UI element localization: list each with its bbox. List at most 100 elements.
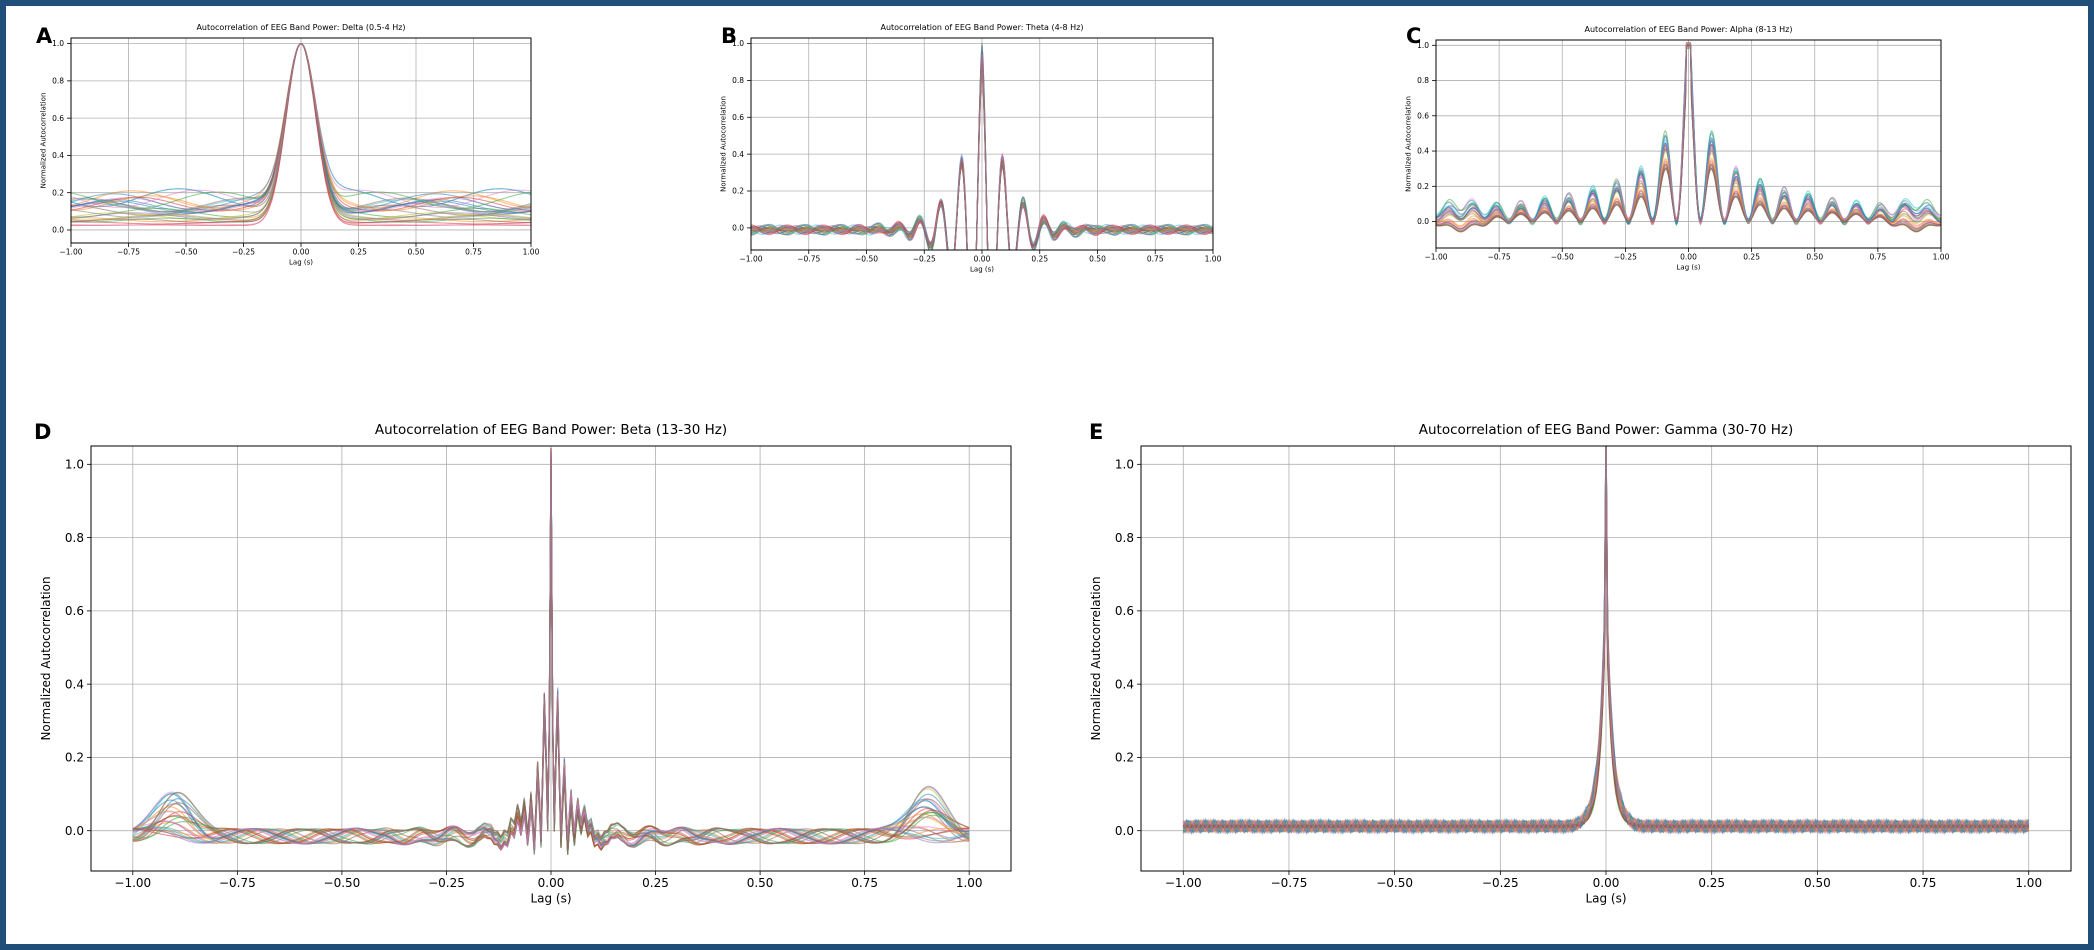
x-tick-label: 0.50 <box>747 876 774 890</box>
series-group <box>1182 446 2030 836</box>
x-tick-label: 0.75 <box>1870 253 1887 262</box>
y-axis-label: Normalized Autocorrelation <box>720 96 728 192</box>
y-tick-label: 0.4 <box>52 151 64 160</box>
x-tick-label: 0.00 <box>1680 253 1697 262</box>
y-axis-label: Normalized Autocorrelation <box>40 93 48 189</box>
x-tick-label: 0.25 <box>1698 876 1725 890</box>
series-group <box>751 42 1213 250</box>
series-line <box>1436 42 1941 225</box>
panel-letter: C <box>1406 24 1422 48</box>
series-line <box>1182 446 2030 831</box>
plot-area-border <box>70 37 532 244</box>
y-tick-label: 0.2 <box>65 751 84 765</box>
y-axis-label: Normalized Autocorrelation <box>39 576 53 740</box>
y-tick-label: 0.8 <box>65 531 84 545</box>
y-tick-label: 0.2 <box>1417 182 1429 191</box>
x-tick-label: −0.50 <box>175 248 198 257</box>
alpha-autocorrelation-chart: Autocorrelation of EEG Band Power: Alpha… <box>1405 25 1950 271</box>
gamma-autocorrelation-chart: Autocorrelation of EEG Band Power: Gamma… <box>1089 422 2072 906</box>
y-tick-label: 0.6 <box>1115 604 1134 618</box>
x-tick-label: −0.25 <box>913 255 936 264</box>
series-line <box>751 42 1213 250</box>
x-axis-label: Lag (s) <box>1585 892 1626 906</box>
y-tick-label: 0.8 <box>732 76 744 85</box>
plot-area-border <box>750 37 1214 251</box>
series-group <box>132 447 970 855</box>
y-axis-label: Normalized Autocorrelation <box>1405 96 1413 192</box>
chart-title: Autocorrelation of EEG Band Power: Theta… <box>880 23 1083 32</box>
x-tick-label: −0.25 <box>232 248 255 257</box>
y-tick-label: 0.4 <box>65 677 84 691</box>
series-line <box>751 67 1213 250</box>
panel-a: A Autocorrelation of EEG Band Power: Del… <box>26 18 716 358</box>
x-tick-label: −1.00 <box>1165 876 1202 890</box>
x-tick-label: −0.50 <box>1376 876 1413 890</box>
x-tick-label: 0.50 <box>408 248 425 257</box>
chart-title: Autocorrelation of EEG Band Power: Beta … <box>375 422 727 438</box>
x-tick-label: 0.25 <box>350 248 367 257</box>
y-tick-label: 0.2 <box>732 187 744 196</box>
chart-title: Autocorrelation of EEG Band Power: Alpha… <box>1585 25 1793 34</box>
panel-letter: E <box>1089 420 1104 444</box>
y-tick-label: 0.6 <box>1417 111 1429 120</box>
panel-letter: A <box>36 24 53 48</box>
x-tick-label: 0.25 <box>1031 255 1048 264</box>
panel-d: D Autocorrelation of EEG Band Power: Bet… <box>26 416 1066 916</box>
series-line <box>132 447 970 851</box>
y-tick-label: 1.0 <box>1115 458 1134 472</box>
x-tick-label: −0.75 <box>219 876 256 890</box>
y-tick-label: 0.4 <box>732 150 744 159</box>
x-tick-label: −0.25 <box>1614 253 1637 262</box>
y-tick-label: 0.4 <box>1417 147 1429 156</box>
x-tick-label: 0.00 <box>1593 876 1620 890</box>
x-tick-label: 1.00 <box>1933 253 1950 262</box>
plot-area-border <box>1140 445 2072 872</box>
x-tick-label: −1.00 <box>114 876 151 890</box>
y-tick-label: 1.0 <box>65 458 84 472</box>
x-tick-label: −0.75 <box>797 255 820 264</box>
panel-letter: D <box>34 420 52 444</box>
panel-letter: B <box>721 24 738 48</box>
series-line <box>132 459 970 855</box>
x-tick-label: −0.25 <box>428 876 465 890</box>
panel-c: C Autocorrelation of EEG Band Power: Alp… <box>1396 18 2086 358</box>
y-tick-label: 1.0 <box>52 39 64 48</box>
y-tick-label: 0.0 <box>1115 824 1134 838</box>
x-tick-label: −0.50 <box>855 255 878 264</box>
x-tick-label: −0.75 <box>117 248 140 257</box>
x-tick-label: 1.00 <box>956 876 983 890</box>
y-tick-label: 0.8 <box>52 76 64 85</box>
x-tick-label: 0.75 <box>1147 255 1164 264</box>
plot-area-border <box>90 445 1012 872</box>
y-tick-label: 0.4 <box>1115 677 1134 691</box>
chart-title: Autocorrelation of EEG Band Power: Gamma… <box>1419 422 1793 438</box>
x-tick-label: −1.00 <box>1425 253 1448 262</box>
x-tick-label: 0.50 <box>1089 255 1106 264</box>
series-line <box>1182 446 2029 835</box>
series-line <box>71 43 531 222</box>
y-tick-label: 0.6 <box>65 604 84 618</box>
x-tick-label: 0.75 <box>851 876 878 890</box>
chart-title: Autocorrelation of EEG Band Power: Delta… <box>196 23 405 32</box>
x-tick-label: 0.50 <box>1804 876 1831 890</box>
x-tick-label: 1.00 <box>1205 255 1222 264</box>
x-tick-label: 0.75 <box>1910 876 1937 890</box>
x-tick-label: 1.00 <box>2015 876 2042 890</box>
x-tick-label: 0.25 <box>1743 253 1760 262</box>
y-tick-label: 0.6 <box>732 113 744 122</box>
series-group <box>71 43 531 227</box>
y-axis-label: Normalized Autocorrelation <box>1089 576 1103 740</box>
y-tick-label: 0.0 <box>1417 217 1429 226</box>
x-tick-label: 0.50 <box>1806 253 1823 262</box>
series-line <box>132 449 970 851</box>
series-line <box>132 449 970 851</box>
x-axis-label: Lag (s) <box>289 258 313 266</box>
y-tick-label: 0.8 <box>1417 76 1429 85</box>
series-group <box>1436 42 1941 233</box>
x-axis-label: Lag (s) <box>530 892 571 906</box>
y-tick-label: 0.8 <box>1115 531 1134 545</box>
y-tick-label: 1.0 <box>732 39 744 48</box>
x-tick-label: −0.50 <box>324 876 361 890</box>
y-tick-label: 0.2 <box>1115 751 1134 765</box>
